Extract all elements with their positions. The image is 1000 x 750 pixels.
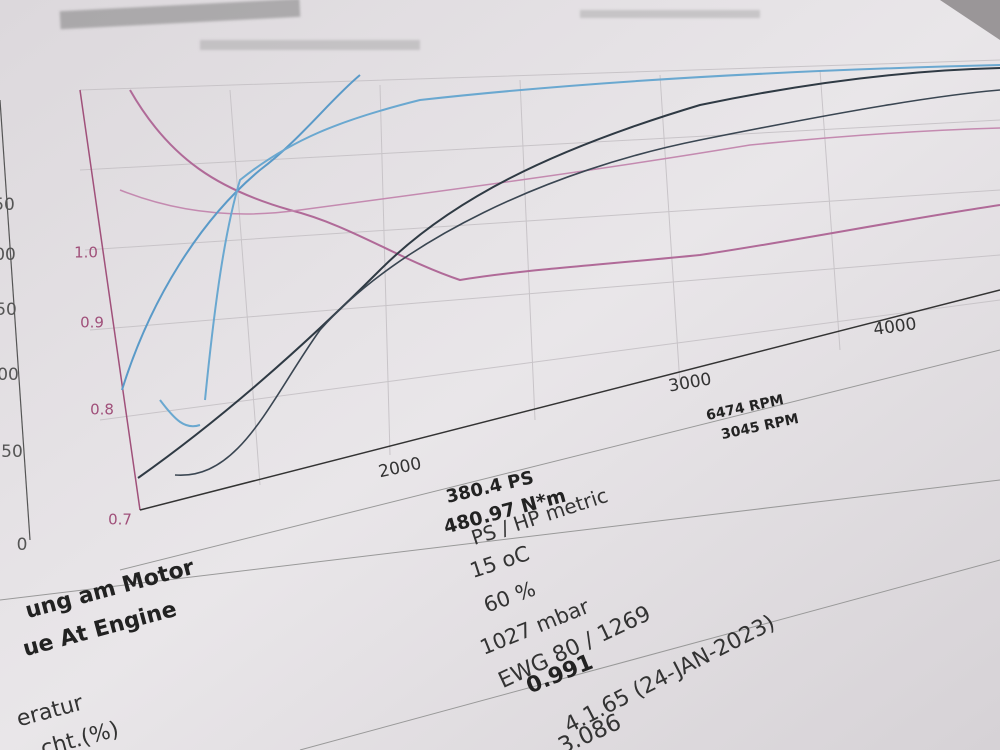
chart-grid: [79, 59, 1000, 486]
torque-curve: [174, 89, 1000, 476]
left-tick: 0.9: [80, 314, 104, 332]
outer-tick: 50: [0, 195, 15, 215]
x-axis: [139, 289, 1000, 511]
table-lines: [0, 349, 1000, 750]
outer-tick: 00: [0, 365, 19, 385]
left-tick: 0.8: [90, 401, 114, 419]
header-blur: [59, 0, 760, 50]
outer-tick: 00: [0, 245, 16, 265]
blue-curve-1: [121, 74, 361, 391]
left-tick: 0.7: [108, 511, 132, 529]
left-axis: [79, 89, 141, 511]
outer-tick: 50: [0, 300, 17, 320]
blue-curve-3: [159, 399, 201, 428]
outer-tick: 0: [17, 535, 28, 555]
outer-tick: 50: [1, 442, 23, 462]
paper-edge: [940, 0, 1000, 40]
blue-curve-2: [204, 64, 1000, 401]
left-tick: 1.0: [74, 244, 98, 262]
curves: [119, 64, 1000, 479]
boost-curve: [119, 127, 1000, 215]
power-curve: [137, 67, 1000, 479]
outer-axis: [0, 99, 31, 541]
